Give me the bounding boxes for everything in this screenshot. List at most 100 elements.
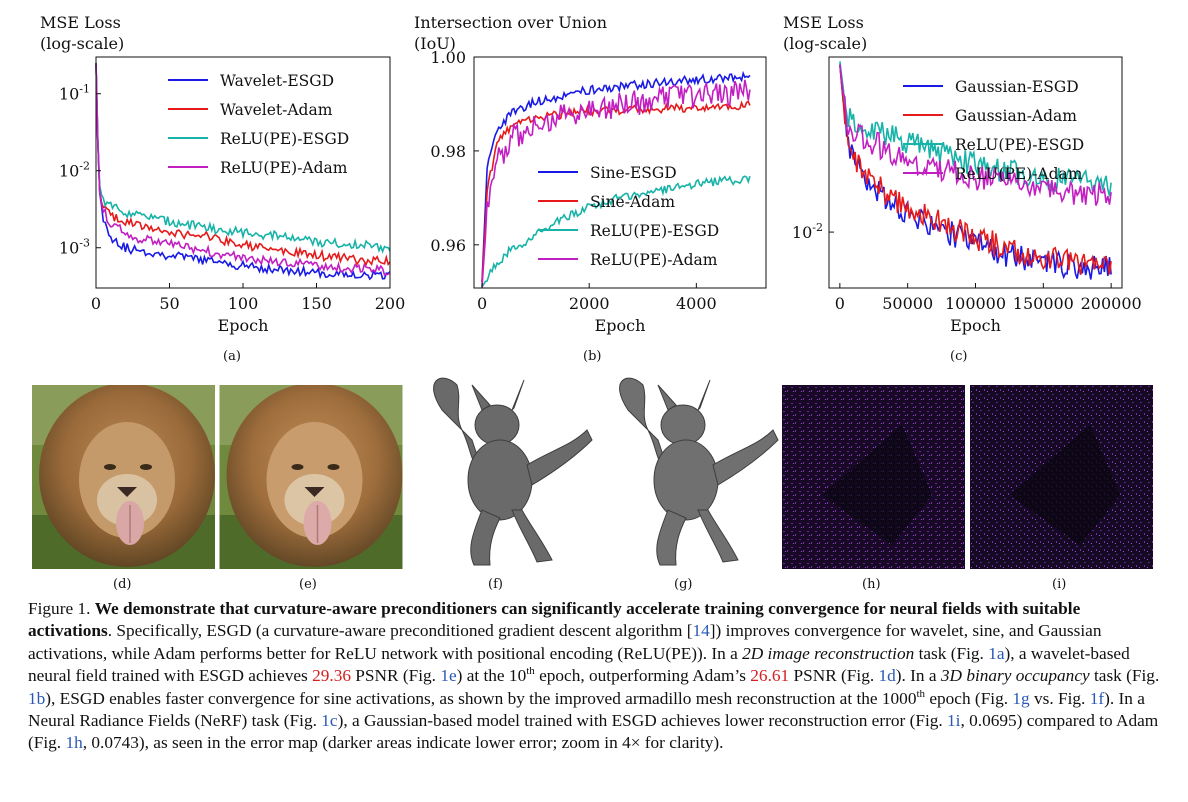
- x-tick-label: 50000: [882, 294, 933, 313]
- error-map-esgd: [970, 385, 1153, 569]
- x-tick-label: 200: [375, 294, 406, 313]
- series-line: [481, 79, 751, 288]
- x-tick-label: 100000: [945, 294, 1006, 313]
- psnr-adam-value: 26.61: [750, 666, 790, 686]
- subcaption-i: (i): [1052, 577, 1067, 592]
- caption-text: ), ESGD enables faster convergence for s…: [45, 688, 917, 708]
- subcaption-e: (e): [299, 577, 317, 592]
- caption-bold-statement: We demonstrate that curvature-aware prec…: [28, 599, 1081, 641]
- figure-ref-link[interactable]: 1g: [1012, 688, 1030, 708]
- x-tick-label: 0: [835, 294, 845, 313]
- subcaption-a: (a): [223, 349, 241, 364]
- series-line: [481, 100, 751, 283]
- subcaption-f: (f): [488, 577, 503, 592]
- caption-figure-label: Figure 1.: [28, 599, 95, 618]
- x-axis-label: Epoch: [595, 316, 646, 335]
- x-tick-label: 200000: [1081, 294, 1142, 313]
- legend-label: ReLU(PE)-ESGD: [220, 130, 349, 148]
- figure-ref-link[interactable]: 1e: [440, 666, 457, 686]
- x-tick-label: 0: [477, 294, 487, 313]
- x-tick-label: 0: [91, 294, 101, 313]
- legend-label: ReLU(PE)-ESGD: [590, 222, 719, 240]
- x-tick-label: 4000: [676, 294, 717, 313]
- caption-text: ), a wavelet-based neural field trained …: [28, 643, 1130, 686]
- y-axis-label: (log-scale): [783, 34, 867, 53]
- lion-image-adam: [32, 385, 215, 569]
- legend-label: ReLU(PE)-ESGD: [955, 136, 1084, 154]
- caption-text: ). In a: [895, 666, 941, 686]
- series-line: [839, 64, 1112, 275]
- legend-label: ReLU(PE)-Adam: [590, 251, 718, 269]
- subcaption-b: (b): [583, 349, 602, 364]
- y-tick-label: 0.98: [430, 142, 466, 161]
- caption-superscript: th: [916, 687, 926, 700]
- psnr-esgd-value: 29.36: [312, 666, 351, 686]
- legend-label: Wavelet-ESGD: [220, 72, 334, 90]
- series-line: [95, 63, 391, 276]
- series-line: [839, 61, 1112, 197]
- x-axis-label: Epoch: [218, 316, 269, 335]
- series-line: [95, 63, 391, 267]
- subcaption-h: (h): [862, 577, 881, 592]
- x-tick-label: 100: [228, 294, 259, 313]
- caption-text: ]) improves convergence for wavelet, sin…: [28, 621, 1102, 663]
- figure-ref-link[interactable]: 1i: [947, 711, 961, 731]
- caption-text: ) at the 10: [456, 666, 527, 686]
- legend-label: ReLU(PE)-Adam: [220, 159, 348, 177]
- figure-ref-link[interactable]: 1c: [321, 711, 338, 731]
- series-line: [839, 64, 1112, 206]
- y-tick-label: 10-3: [59, 237, 90, 258]
- y-axis-label: Intersection over Union: [414, 13, 607, 32]
- series-line: [481, 175, 751, 288]
- legend-label: Wavelet-Adam: [220, 101, 333, 119]
- y-axis-label: (IoU): [414, 34, 456, 53]
- caption-text: epoch (Fig.: [925, 688, 1013, 708]
- legend-label: Gaussian-ESGD: [955, 78, 1079, 96]
- series-line: [95, 63, 391, 254]
- lion-image-esgd: [219, 385, 403, 569]
- x-tick-label: 50: [159, 294, 179, 313]
- caption-text: . Specifically, ESGD (a curvature-aware …: [107, 621, 693, 641]
- caption-task-3d: 3D binary occupancy: [940, 666, 1090, 686]
- legend-label: Sine-Adam: [590, 193, 675, 211]
- error-map-adam: [782, 385, 965, 569]
- plot-frame: [473, 56, 767, 289]
- legend-label: ReLU(PE)-Adam: [955, 165, 1083, 183]
- caption-text: task (Fig.: [914, 643, 989, 663]
- y-axis-label: MSE Loss: [40, 13, 121, 32]
- legend-label: Gaussian-Adam: [955, 107, 1077, 125]
- y-axis-label: MSE Loss: [783, 13, 864, 32]
- legend-label: Sine-ESGD: [590, 164, 677, 182]
- armadillo-mesh-adam: [433, 377, 593, 566]
- caption-text: , 0.0743), as seen in the error map (dar…: [82, 733, 724, 753]
- figure-ref-link[interactable]: 1f: [1089, 688, 1105, 708]
- figure-ref-link[interactable]: 1b: [28, 688, 46, 708]
- armadillo-mesh-esgd: [619, 377, 779, 566]
- y-tick-label: 10-2: [59, 160, 90, 181]
- x-tick-label: 150000: [1013, 294, 1074, 313]
- x-tick-label: 150: [301, 294, 332, 313]
- caption-text: PSNR (Fig.: [789, 666, 879, 686]
- caption-text: epoch, outperforming Adam’s: [534, 666, 751, 686]
- figure-ref-link[interactable]: 1h: [65, 733, 83, 753]
- y-tick-label: 10-2: [792, 221, 823, 242]
- figure-ref-link[interactable]: 1a: [988, 643, 1005, 663]
- figure-caption: Figure 1. We demonstrate that curvature-…: [28, 598, 1168, 755]
- y-tick-label: 10-1: [59, 83, 90, 104]
- caption-text: ), a Gaussian-based model trained with E…: [337, 711, 948, 731]
- caption-text: PSNR (Fig.: [350, 666, 441, 686]
- y-tick-label: 1.00: [430, 48, 466, 67]
- x-axis-label: Epoch: [950, 316, 1001, 335]
- caption-task-2d: 2D image reconstruction: [742, 643, 915, 663]
- figure-ref-link[interactable]: 1d: [878, 666, 896, 686]
- series-line: [481, 70, 751, 283]
- caption-text: ). In a Neural Radiance Fields (NeRF) ta…: [28, 688, 1145, 731]
- citation-link[interactable]: 14: [692, 621, 710, 641]
- caption-superscript: th: [526, 665, 535, 678]
- caption-text: vs. Fig.: [1029, 688, 1090, 708]
- caption-text: task (Fig.: [1089, 666, 1160, 686]
- x-tick-label: 2000: [569, 294, 610, 313]
- subcaption-d: (d): [113, 577, 132, 592]
- y-axis-label: (log-scale): [40, 34, 124, 53]
